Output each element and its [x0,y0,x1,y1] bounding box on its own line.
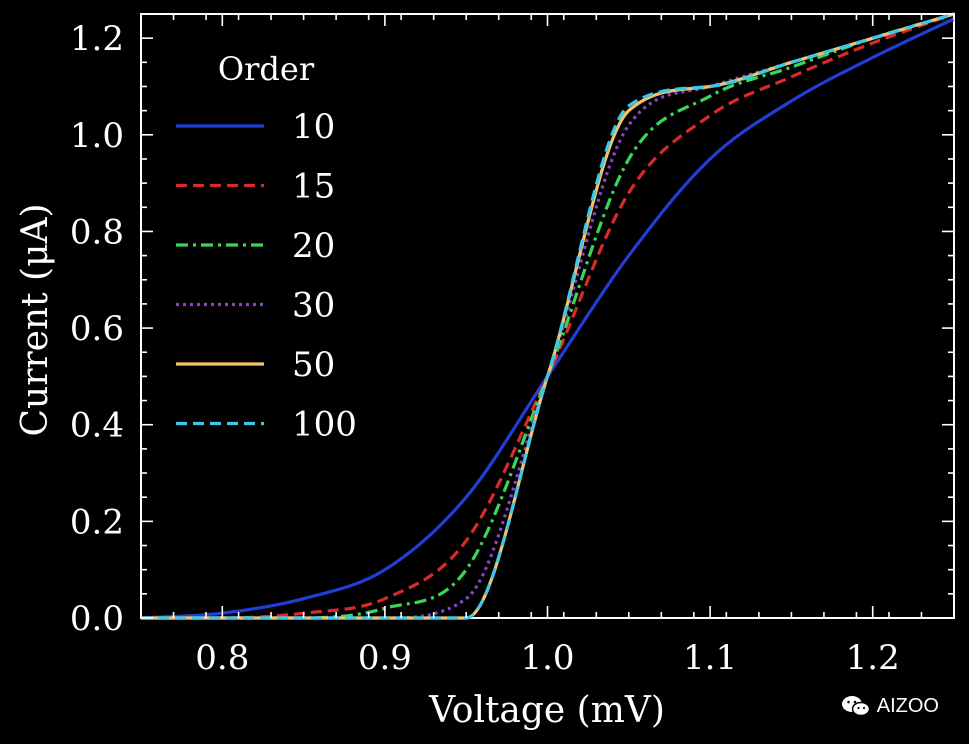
curves [140,12,955,620]
series-line-100 [141,12,955,620]
x-tick-label: 1.0 [520,638,574,678]
y-tick-label: 1.0 [70,116,124,156]
legend-label-100: 100 [292,405,357,445]
x-tick-label: 1.2 [846,638,900,678]
series-line-10 [140,17,955,620]
x-tick-label: 1.1 [683,638,737,678]
legend-title: Order [218,50,315,88]
ticks [140,13,955,619]
series-line-30 [141,12,955,620]
legend-label-10: 10 [292,107,335,147]
legend-label-15: 15 [292,167,335,207]
y-axis-label: Current (μA) [15,203,56,436]
y-tick-label: 0.6 [70,309,124,349]
x-tick-label: 0.8 [195,638,249,678]
watermark-text: AIZOO [876,694,939,717]
legend-label-30: 30 [292,286,335,326]
watermark: AIZOO [841,694,939,718]
series-line-50 [141,12,955,620]
plot-frame [140,13,955,619]
legend-label-50: 50 [292,345,335,385]
wechat-icon [841,696,871,717]
x-tick-label: 0.9 [358,638,412,678]
y-tick-label: 0.8 [70,212,124,252]
tick-labels: 0.8 0.9 1.0 1.1 1.2 0.0 0.2 0.4 0.6 0.8 1.0 1.2 [70,19,900,678]
series-line-15 [141,12,955,620]
legend-label-20: 20 [292,226,335,266]
y-tick-label: 0.4 [70,406,124,446]
series-line-20 [141,12,955,620]
legend: Order 10 15 20 30 50 100 [176,50,357,445]
y-tick-label: 1.2 [70,19,124,59]
y-tick-label: 0.2 [70,502,124,542]
y-tick-label: 0.0 [70,599,124,639]
x-axis-label: Voltage (mV) [428,690,665,731]
